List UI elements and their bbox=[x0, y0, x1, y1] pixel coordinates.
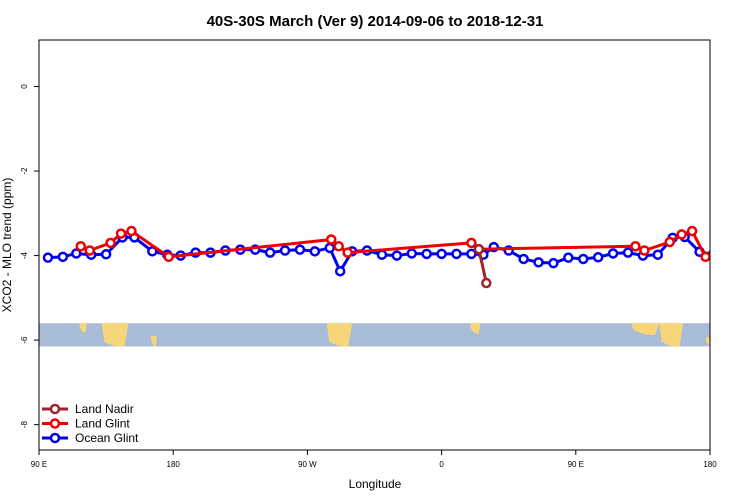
data-point bbox=[294, 244, 306, 255]
data-point bbox=[607, 248, 619, 259]
data-point bbox=[147, 246, 158, 257]
data-point bbox=[324, 242, 336, 254]
series-land-glint bbox=[75, 225, 710, 263]
data-point bbox=[451, 248, 462, 260]
chart-title: 40S-30S March (Ver 9) 2014-09-06 to 2018… bbox=[207, 13, 544, 30]
data-point bbox=[126, 225, 137, 237]
x-tick-label: 90 W bbox=[298, 460, 317, 469]
data-point bbox=[622, 247, 634, 258]
data-point bbox=[563, 252, 574, 263]
data-point bbox=[333, 241, 344, 252]
x-tick-label: 90 E bbox=[31, 460, 47, 469]
legend-marker bbox=[49, 403, 61, 415]
data-point bbox=[115, 228, 127, 239]
ocean-band bbox=[39, 323, 710, 347]
data-point bbox=[481, 277, 492, 289]
data-point bbox=[686, 225, 698, 237]
y-axis-label: XCO2 - MLO trend (ppm) bbox=[0, 178, 14, 313]
data-point bbox=[105, 237, 116, 249]
y-tick-label: -8 bbox=[20, 421, 29, 429]
legend-marker bbox=[49, 418, 61, 429]
x-tick-label: 180 bbox=[703, 460, 717, 469]
series-line bbox=[477, 248, 488, 284]
data-point bbox=[578, 253, 589, 265]
x-tick-label: 90 E bbox=[568, 460, 584, 469]
data-point bbox=[548, 257, 559, 269]
data-point bbox=[334, 265, 346, 277]
data-point bbox=[326, 234, 337, 245]
data-point bbox=[100, 249, 112, 260]
data-point bbox=[700, 251, 710, 263]
map-strip bbox=[39, 323, 710, 347]
legend-label: Land Nadir bbox=[75, 402, 134, 416]
land-shape bbox=[659, 323, 684, 347]
data-point bbox=[421, 248, 432, 260]
data-point bbox=[75, 241, 87, 252]
data-point bbox=[57, 251, 69, 263]
data-point bbox=[391, 250, 403, 261]
data-point bbox=[676, 229, 687, 240]
land-shape bbox=[326, 323, 353, 347]
y-tick-label: -6 bbox=[20, 336, 29, 344]
land-shape bbox=[150, 335, 157, 347]
y-tick-label: -2 bbox=[20, 167, 29, 175]
data-point bbox=[84, 245, 95, 256]
data-point bbox=[376, 249, 388, 260]
land-shape bbox=[101, 323, 129, 347]
data-point bbox=[473, 243, 485, 255]
x-axis: 90 E 180 90 W 0 90 E 180 bbox=[31, 450, 717, 469]
data-point bbox=[466, 248, 477, 260]
data-point bbox=[264, 247, 276, 258]
land-shape bbox=[630, 323, 660, 335]
y-tick-label: -4 bbox=[20, 251, 29, 259]
data-point bbox=[639, 245, 650, 256]
land-shape bbox=[469, 323, 481, 334]
y-tick-label: 0 bbox=[20, 84, 29, 89]
y-axis: 0 -2 -4 -6 -8 bbox=[20, 84, 39, 428]
data-point bbox=[436, 248, 447, 260]
data-point bbox=[163, 251, 174, 263]
land-shape bbox=[705, 337, 710, 347]
series-land-nadir bbox=[473, 243, 492, 289]
data-point bbox=[533, 257, 544, 268]
data-point bbox=[664, 236, 675, 248]
data-point bbox=[592, 252, 604, 263]
x-tick-label: 180 bbox=[167, 460, 181, 469]
data-point bbox=[406, 248, 418, 259]
data-point bbox=[466, 237, 477, 249]
data-point bbox=[630, 241, 641, 252]
legend-marker bbox=[49, 432, 61, 444]
plot-frame bbox=[38, 39, 711, 451]
data-point bbox=[71, 248, 82, 259]
x-axis-label: Longitude bbox=[349, 477, 402, 491]
land-shape bbox=[79, 323, 87, 333]
data-point bbox=[309, 246, 321, 257]
data-point bbox=[652, 249, 664, 260]
data-point bbox=[42, 252, 54, 263]
legend-label: Land Glint bbox=[75, 417, 130, 431]
legend-label: Ocean Glint bbox=[75, 431, 139, 445]
x-tick-label: 0 bbox=[439, 460, 444, 469]
data-point bbox=[518, 253, 529, 265]
data-point bbox=[342, 247, 353, 258]
series-layer bbox=[42, 225, 710, 289]
data-point bbox=[279, 245, 291, 256]
